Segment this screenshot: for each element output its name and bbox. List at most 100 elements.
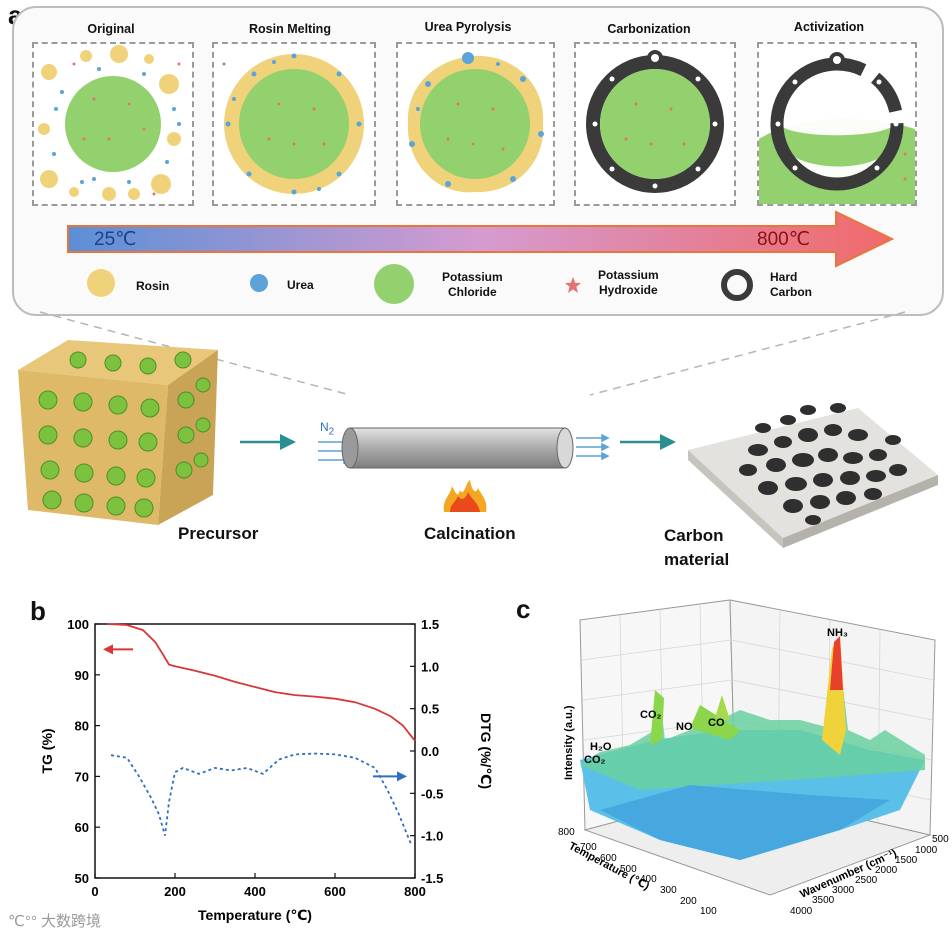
peak-no: NO: [676, 721, 693, 733]
y-tick-label: 50: [75, 871, 89, 886]
arrow-to-product: [620, 434, 676, 450]
y-tick-label: 90: [75, 668, 89, 683]
panel-b-letter: b: [30, 596, 46, 626]
svg-text:400: 400: [640, 874, 657, 885]
svg-text:200: 200: [680, 896, 697, 907]
hard-carbon-legend-icon: [721, 269, 753, 301]
activization-illustration: [759, 52, 915, 204]
stage-box-original: [32, 42, 194, 206]
plot-frame: [94, 623, 416, 879]
watermark-text: 大数跨境: [41, 913, 102, 930]
legend-koh: Potassium Hydroxide: [598, 268, 659, 298]
temperature-arrow: [67, 210, 895, 268]
y2-tick-label: -0.5: [421, 786, 443, 801]
svg-text:100: 100: [700, 906, 717, 917]
arrow-start-temp: 25℃: [94, 229, 137, 250]
legend-kcl-line1: Potassium: [442, 270, 503, 284]
tg-axis-arrow-head: [103, 644, 113, 655]
flame-icon: [443, 480, 487, 512]
y2-tick-label: 0.5: [421, 702, 439, 717]
rosin-legend-icon: [87, 269, 115, 297]
peak-nh3: NH₃: [827, 627, 848, 639]
n2-subscript: 2: [328, 426, 335, 438]
y2-tick-label: 1.5: [421, 617, 439, 632]
y2-axis-label: DTG (%/℃): [478, 713, 494, 789]
svg-text:500: 500: [932, 834, 949, 845]
legend-hard-carbon: Hard Carbon: [770, 270, 812, 300]
n2-symbol: N: [320, 420, 329, 434]
y2-tick-label: -1.5: [421, 871, 443, 886]
y-tick-label: 100: [67, 617, 89, 632]
stage-title-carbonization: Carbonization: [607, 22, 691, 36]
peak-h2o: H₂O: [590, 741, 612, 753]
x-axis-label: Temperature (℃): [198, 907, 312, 923]
svg-text:700: 700: [580, 842, 597, 853]
legend-koh-line2: Hydroxide: [599, 283, 658, 297]
carbon-material-label: Carbon material: [664, 524, 729, 572]
kcl-legend-icon: [374, 264, 414, 304]
legend-hard-carbon-line2: Carbon: [770, 285, 812, 299]
tg-dtg-chart: 0 200 400 600 800 50 60 70 80 90 100 -1.5 -1.0 -0.5 0.…: [39, 617, 494, 923]
legend-kcl: Potassium Chloride: [442, 270, 503, 300]
x-tick-label: 800: [404, 884, 426, 899]
svg-text:3000: 3000: [832, 885, 855, 896]
stage-box-activization: [757, 42, 917, 206]
y-tick-label: 70: [75, 769, 89, 784]
arrow-end-temp: 800℃: [757, 229, 811, 250]
svg-text:800: 800: [558, 827, 575, 838]
arrow-to-furnace: [240, 434, 296, 450]
legend-rosin: Rosin: [136, 279, 170, 293]
panel-c-letter: c: [516, 594, 531, 624]
tube-furnace: [341, 427, 574, 469]
stage-box-rosin-melting: [212, 42, 376, 206]
stage-box-urea-pyrolysis: [396, 42, 555, 206]
legend-urea: Urea: [287, 278, 314, 292]
peak-co2: CO₂: [640, 709, 662, 721]
y2-tick-label: -1.0: [421, 829, 443, 844]
x-tick-label: 400: [244, 884, 266, 899]
peak-co: CO: [708, 717, 725, 729]
x-tick-label: 0: [91, 884, 98, 899]
tg-line: [106, 623, 416, 742]
original-particle-illustration: [38, 45, 181, 201]
gas-outflow-arrows: [576, 433, 610, 461]
x-tick-label: 200: [164, 884, 186, 899]
y-axis-label: TG (%): [39, 728, 55, 773]
koh-legend-icon: [565, 277, 581, 293]
svg-text:3500: 3500: [812, 895, 835, 906]
tg-ftir-3d-plot: H₂O CO₂ CO₂ NO CO NH₃ Intensity (a.u.) T…: [558, 599, 949, 917]
dtg-line: [110, 752, 412, 845]
stage-title-urea-pyrolysis: Urea Pyrolysis: [424, 20, 512, 34]
dtg-axis-arrow-head: [397, 771, 407, 782]
legend-hard-carbon-line1: Hard: [770, 270, 798, 284]
rosin-melting-illustration: [222, 53, 364, 195]
svg-text:500: 500: [620, 864, 637, 875]
svg-text:2500: 2500: [855, 875, 878, 886]
legend-kcl-line2: Chloride: [448, 285, 497, 299]
stage-title-original: Original: [87, 22, 135, 36]
carbon-material-line2: material: [664, 550, 730, 569]
svg-text:300: 300: [660, 885, 677, 896]
watermark-logo-icon: ℃°°: [8, 913, 37, 930]
svg-text:1500: 1500: [895, 855, 918, 866]
carbon-material-line1: Carbon: [664, 526, 724, 545]
svg-text:2000: 2000: [875, 865, 898, 876]
svg-text:600: 600: [600, 853, 617, 864]
n2-label: N2: [320, 420, 334, 437]
carbon-material-illustration: [688, 403, 938, 548]
precursor-cube: [18, 340, 218, 525]
y-tick-label: 60: [75, 820, 89, 835]
peak-co2-low: CO₂: [584, 754, 606, 766]
y2-tick-label: 0.0: [421, 744, 439, 759]
x-tick-label: 600: [324, 884, 346, 899]
calcination-label: Calcination: [424, 524, 516, 543]
precursor-label: Precursor: [178, 524, 259, 543]
watermark: ℃°° 大数跨境: [8, 910, 101, 931]
svg-text:1000: 1000: [915, 845, 938, 856]
stage-title-activization: Activization: [793, 20, 865, 34]
z-axis-label: Intensity (a.u.): [563, 705, 575, 780]
svg-text:4000: 4000: [790, 906, 813, 917]
urea-legend-icon: [250, 274, 268, 292]
